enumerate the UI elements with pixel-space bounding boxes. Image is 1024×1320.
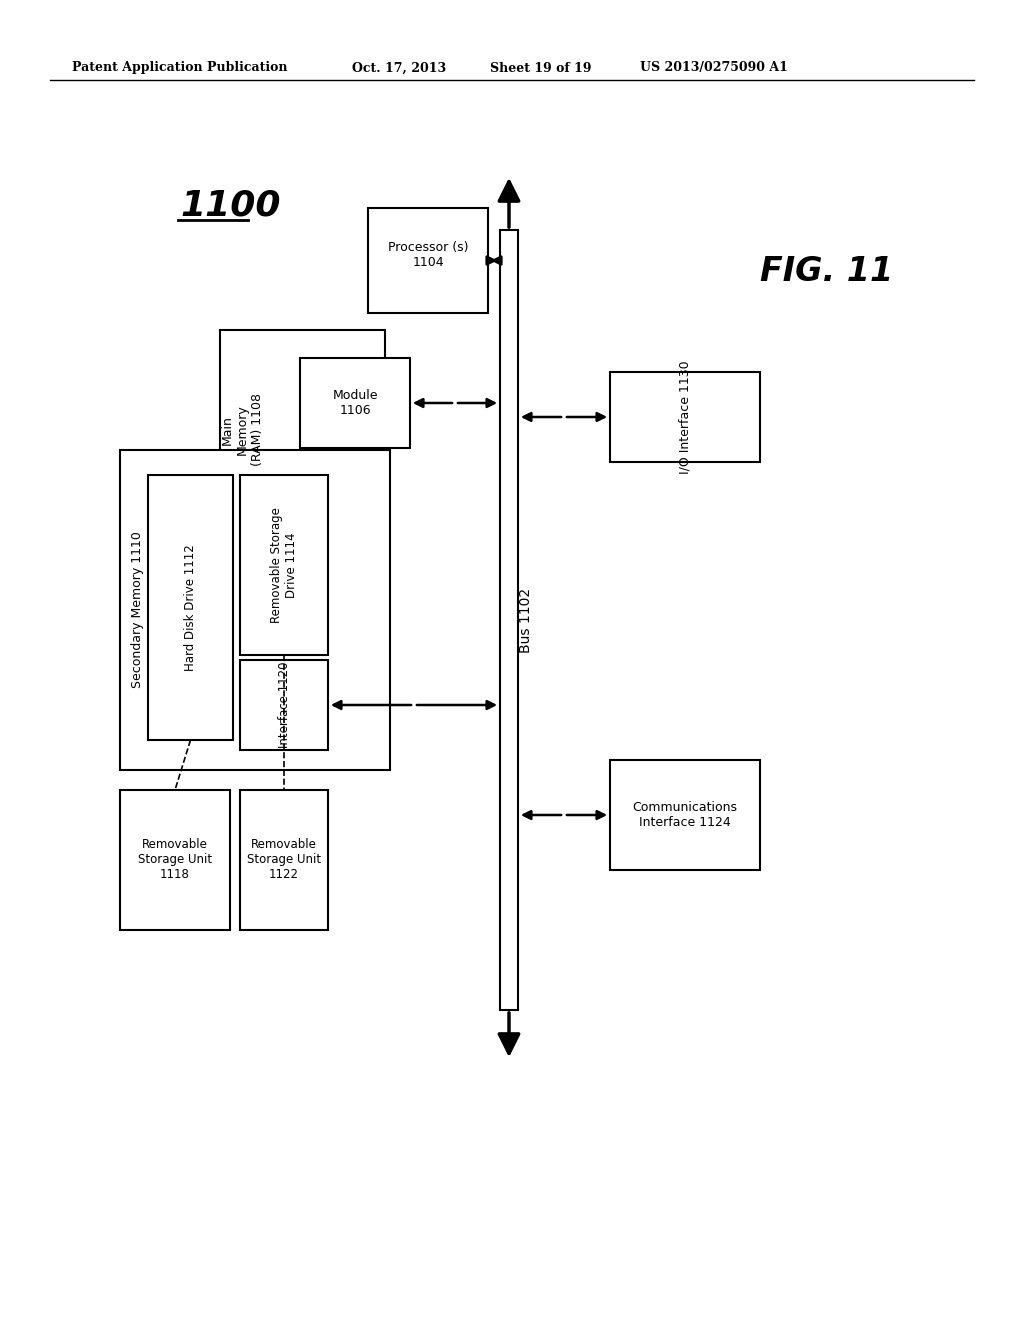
Bar bbox=[368, 209, 488, 313]
Text: Removable
Storage Unit
1118: Removable Storage Unit 1118 bbox=[138, 838, 212, 882]
Bar bbox=[120, 789, 230, 931]
Text: 1100: 1100 bbox=[180, 187, 281, 222]
Bar bbox=[610, 372, 760, 462]
Text: US 2013/0275090 A1: US 2013/0275090 A1 bbox=[640, 62, 787, 74]
Bar bbox=[500, 230, 518, 1010]
Text: Interface 1120: Interface 1120 bbox=[278, 661, 291, 748]
Text: FIG. 11: FIG. 11 bbox=[760, 255, 893, 288]
Text: Removable Storage
Drive 1114: Removable Storage Drive 1114 bbox=[270, 507, 298, 623]
Bar bbox=[240, 660, 328, 750]
Text: Bus 1102: Bus 1102 bbox=[519, 587, 534, 652]
Bar bbox=[240, 475, 328, 655]
Bar bbox=[120, 450, 390, 770]
Text: Oct. 17, 2013: Oct. 17, 2013 bbox=[352, 62, 446, 74]
Text: Secondary Memory 1110: Secondary Memory 1110 bbox=[131, 532, 144, 689]
Text: Hard Disk Drive 1112: Hard Disk Drive 1112 bbox=[184, 544, 197, 671]
Bar bbox=[300, 358, 410, 447]
Text: Processor (s)
1104: Processor (s) 1104 bbox=[388, 242, 468, 269]
Text: Removable
Storage Unit
1122: Removable Storage Unit 1122 bbox=[247, 838, 322, 882]
Text: Communications
Interface 1124: Communications Interface 1124 bbox=[633, 801, 737, 829]
Text: Module
1106: Module 1106 bbox=[332, 389, 378, 417]
Text: Patent Application Publication: Patent Application Publication bbox=[72, 62, 288, 74]
Text: Main
Memory
(RAM) 1108: Main Memory (RAM) 1108 bbox=[220, 393, 263, 466]
Bar bbox=[148, 475, 233, 741]
Bar bbox=[220, 330, 385, 531]
Bar bbox=[240, 789, 328, 931]
Text: Sheet 19 of 19: Sheet 19 of 19 bbox=[490, 62, 592, 74]
Bar bbox=[610, 760, 760, 870]
Text: I/O Interface 1130: I/O Interface 1130 bbox=[679, 360, 691, 474]
